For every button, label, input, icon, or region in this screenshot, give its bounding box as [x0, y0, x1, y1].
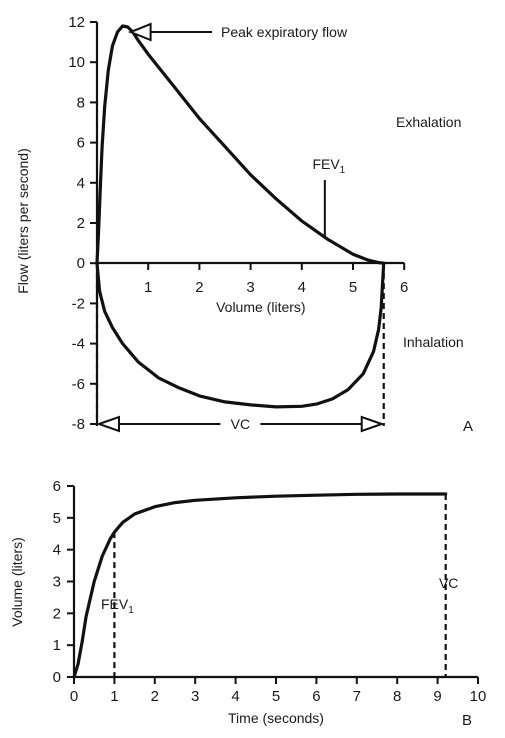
volume-axis-label: Volume (liters) [216, 299, 305, 315]
time-axis-label: Time (seconds) [228, 710, 324, 726]
y-tick-label: 6 [53, 478, 61, 495]
peak-arrowhead [127, 22, 152, 42]
flow-axis-label: Flow (liters per second) [15, 148, 31, 294]
x-tick-label: 1 [144, 279, 152, 296]
y-tick-label: -8 [72, 416, 85, 433]
vc-label: VC [231, 416, 250, 432]
x-tick-label: 6 [312, 688, 320, 705]
y-tick-label: 4 [77, 175, 85, 192]
y-tick-label: 10 [68, 54, 85, 71]
x-tick-label: 3 [246, 279, 254, 296]
y-tick-label: 12 [68, 14, 85, 31]
exhalation-curve [95, 24, 386, 265]
x-tick-label: 10 [470, 688, 487, 705]
volume-time-curve [72, 492, 448, 679]
y-tick-label: 0 [77, 255, 85, 272]
x-tick-label: 9 [433, 688, 441, 705]
y-tick-label: -6 [72, 376, 85, 393]
vc-arrowhead-right [360, 415, 385, 433]
volume-x-ticks: 1 2 3 4 5 6 [144, 263, 408, 296]
x-tick-label: 0 [70, 688, 78, 705]
y-tick-label: 6 [77, 135, 85, 152]
fev1-label-b: FEV1 [101, 596, 134, 616]
y-tick-label: 4 [53, 542, 61, 559]
vc-label-b: VC [439, 575, 458, 591]
y-tick-label: 2 [77, 215, 85, 232]
y-tick-label: -2 [72, 295, 85, 312]
panel-letter-a: A [463, 418, 473, 435]
x-tick-label: 5 [349, 279, 357, 296]
x-tick-label: 8 [393, 688, 401, 705]
y-tick-label: 0 [53, 669, 61, 686]
x-tick-label: 5 [272, 688, 280, 705]
fev1-label: FEV1 [312, 156, 345, 176]
x-tick-label: 2 [151, 688, 159, 705]
exhalation-label: Exhalation [396, 114, 461, 130]
panel-letter-b: B [462, 712, 472, 729]
x-tick-label: 3 [191, 688, 199, 705]
y-tick-label: 1 [53, 637, 61, 654]
vc-arrowhead-left [95, 415, 120, 433]
y-tick-label: 8 [77, 94, 85, 111]
y-tick-label: -4 [72, 336, 85, 353]
inhalation-curve [95, 261, 386, 409]
x-tick-label: 2 [195, 279, 203, 296]
x-tick-label: 4 [298, 279, 306, 296]
flow-y-ticks: 12 10 8 6 4 2 0 -2 -4 -6 -8 [68, 14, 97, 433]
time-x-ticks: 0 1 2 3 4 5 6 7 8 9 10 [70, 677, 487, 705]
x-tick-label: 6 [400, 279, 408, 296]
y-tick-label: 3 [53, 574, 61, 591]
x-tick-label: 1 [110, 688, 118, 705]
x-tick-label: 4 [231, 688, 239, 705]
y-tick-label: 5 [53, 510, 61, 527]
volume-y-ticks: 6 5 4 3 2 1 0 [53, 478, 74, 686]
volume-axis-label-b: Volume (liters) [9, 537, 25, 626]
x-tick-label: 7 [353, 688, 361, 705]
inhalation-label: Inhalation [403, 334, 464, 350]
peak-expiratory-flow-label: Peak expiratory flow [221, 24, 348, 40]
y-tick-label: 2 [53, 605, 61, 622]
